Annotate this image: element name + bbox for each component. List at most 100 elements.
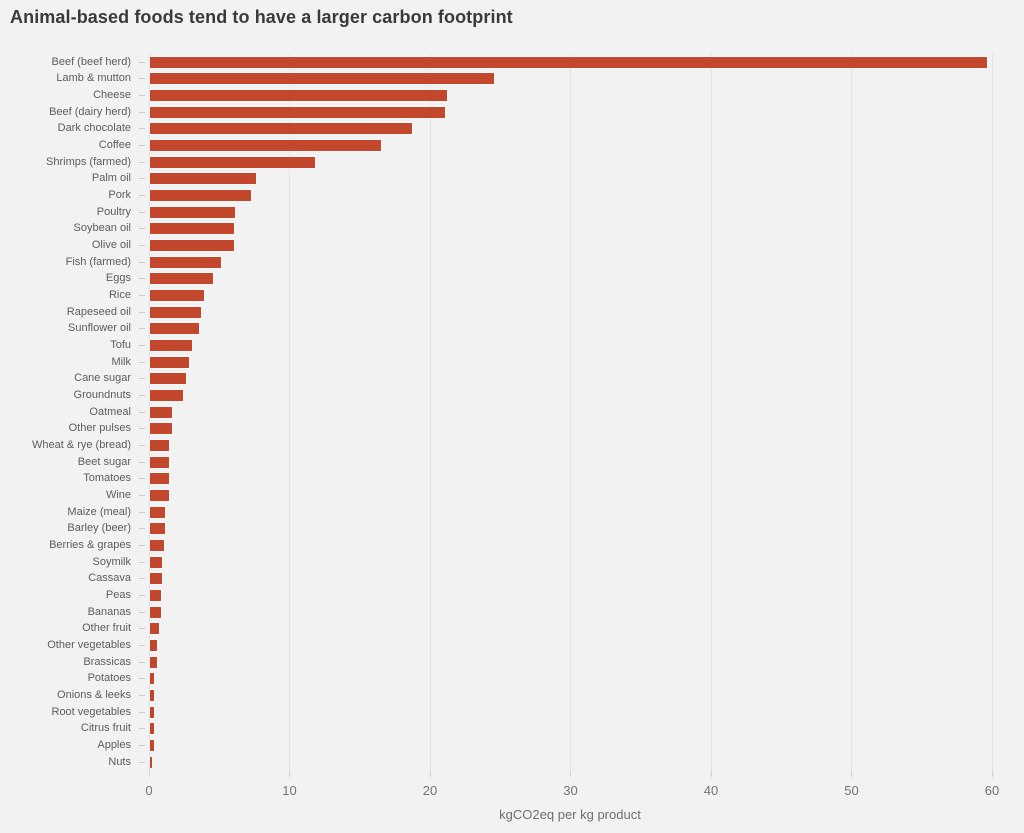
category-tick-mark — [139, 144, 145, 146]
bar — [149, 606, 161, 618]
category-label: Groundnuts — [73, 388, 131, 401]
category-tick-mark — [139, 728, 145, 730]
bar — [149, 456, 170, 468]
category-tick-mark — [139, 328, 145, 330]
category-label: Soymilk — [92, 555, 131, 568]
category-label: Beet sugar — [77, 455, 131, 468]
bar — [149, 89, 448, 101]
category-label: Dark chocolate — [57, 122, 131, 135]
bar — [149, 106, 445, 118]
bar — [149, 389, 184, 401]
bar — [149, 673, 154, 685]
bar — [149, 239, 234, 251]
x-tick-label: 50 — [844, 783, 859, 798]
category-tick-mark — [139, 544, 145, 546]
category-label: Tofu — [110, 338, 131, 351]
category-label: Wheat & rye (bread) — [31, 438, 131, 451]
category-tick-mark — [139, 661, 145, 663]
category-tick-mark — [139, 494, 145, 496]
bar — [149, 406, 172, 418]
x-axis-tick — [991, 770, 993, 777]
x-axis-tick — [710, 770, 712, 777]
category-label: Coffee — [98, 138, 131, 151]
category-tick-mark — [139, 228, 145, 230]
category-tick-mark — [139, 411, 145, 413]
category-label: Barley (beer) — [67, 522, 131, 535]
category-label: Oatmeal — [89, 405, 131, 418]
category-label: Fish (farmed) — [65, 255, 131, 268]
bar — [149, 439, 170, 451]
category-tick-mark — [139, 261, 145, 263]
gridline — [570, 54, 571, 777]
bar — [149, 139, 382, 151]
bar — [149, 156, 316, 168]
x-axis-tick — [289, 770, 290, 777]
category-tick-mark — [139, 78, 145, 80]
bar — [149, 556, 163, 568]
category-label: Cane sugar — [74, 372, 131, 385]
category-label: Bananas — [87, 605, 131, 618]
bar — [149, 306, 202, 318]
bar — [149, 323, 199, 335]
category-label: Citrus fruit — [80, 722, 131, 735]
category-tick-mark — [139, 311, 145, 313]
category-label: Pork — [108, 188, 131, 201]
gridline — [991, 54, 993, 777]
category-tick-mark — [139, 211, 145, 213]
category-label: Brassicas — [83, 655, 131, 668]
category-label: Peas — [105, 588, 131, 601]
bar — [149, 273, 213, 285]
bar — [149, 223, 234, 235]
bar — [149, 639, 157, 651]
category-tick-mark — [139, 61, 145, 63]
category-label: Rapeseed oil — [66, 305, 131, 318]
bar — [149, 539, 164, 551]
gridline — [851, 54, 852, 777]
category-label: Wine — [105, 488, 131, 501]
category-label: Potatoes — [87, 672, 131, 685]
category-tick-mark — [139, 194, 145, 196]
category-label: Olive oil — [91, 238, 131, 251]
category-tick-mark — [139, 528, 145, 530]
category-tick-mark — [139, 394, 145, 396]
category-label: Tomatoes — [83, 472, 131, 485]
category-tick-mark — [139, 628, 145, 630]
bar — [149, 706, 154, 718]
x-axis-tick — [851, 770, 852, 777]
category-label: Other fruit — [82, 622, 131, 635]
category-label: Apples — [97, 738, 131, 751]
category-label: Milk — [111, 355, 131, 368]
category-tick-mark — [139, 428, 145, 430]
bar — [149, 206, 236, 218]
x-axis-label: kgCO2eq per kg product — [499, 807, 641, 822]
category-label: Cheese — [93, 88, 131, 101]
category-tick-mark — [139, 294, 145, 296]
category-tick-mark — [139, 128, 145, 130]
category-label: Onions & leeks — [57, 688, 131, 701]
gridline — [289, 54, 290, 777]
x-axis-tick — [429, 770, 431, 777]
bar — [149, 423, 172, 435]
bar — [149, 723, 154, 735]
category-tick-mark — [139, 711, 145, 713]
bar — [149, 73, 494, 85]
x-axis-tick — [148, 770, 150, 777]
category-tick-mark — [139, 94, 145, 96]
gridline — [710, 54, 712, 777]
category-tick-mark — [139, 578, 145, 580]
x-axis-tick — [570, 770, 571, 777]
x-tick-label: 60 — [984, 783, 1000, 798]
bar — [149, 189, 251, 201]
category-label: Cassava — [88, 572, 131, 585]
category-label: Sunflower oil — [68, 322, 131, 335]
chart-title: Animal-based foods tend to have a larger… — [10, 7, 513, 27]
category-tick-mark — [139, 478, 145, 480]
category-tick-mark — [139, 178, 145, 180]
bar — [149, 56, 987, 68]
category-tick-mark — [139, 378, 145, 380]
x-tick-label: 30 — [563, 783, 578, 798]
category-label: Beef (beef herd) — [51, 55, 132, 68]
x-tick-label: 40 — [703, 783, 719, 798]
bar — [149, 739, 154, 751]
